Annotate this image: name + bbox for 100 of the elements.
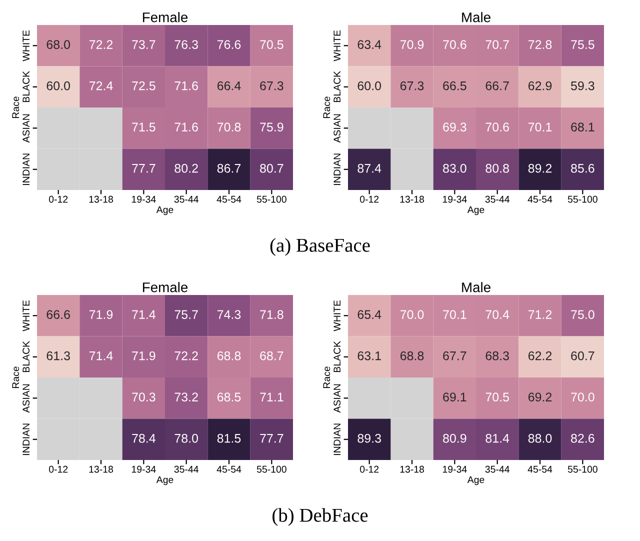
x-tick-label: 45-54 — [216, 196, 242, 203]
data-label: 68.3 — [486, 351, 509, 360]
y-axis-title: Race — [12, 96, 20, 118]
x-tick-label: 55-100 — [256, 466, 286, 473]
data-label: 60.0 — [46, 81, 70, 90]
x-tick-label: 19-34 — [132, 196, 156, 203]
data-label: 70.6 — [486, 122, 509, 132]
data-label: 68.1 — [571, 122, 594, 132]
data-label: 63.1 — [358, 351, 381, 360]
x-tick-label: 55-100 — [568, 196, 598, 203]
y-tick-label: INDIAN — [22, 154, 30, 185]
x-tick-label: 13-18 — [400, 196, 424, 203]
data-label: 70.5 — [486, 392, 509, 402]
data-label: 68.8 — [217, 351, 241, 360]
data-label: 76.3 — [174, 40, 198, 49]
data-label: 73.2 — [174, 392, 198, 402]
data-label: 65.4 — [358, 310, 382, 319]
x-axis-title: Age — [467, 476, 484, 486]
data-label: 80.2 — [174, 164, 198, 173]
data-label: 85.6 — [571, 164, 594, 173]
data-label: 68.7 — [260, 351, 284, 360]
data-label: 75.9 — [260, 122, 284, 132]
data-label: 78.4 — [132, 434, 156, 443]
data-label: 66.7 — [486, 81, 509, 90]
x-tick-label: 35-44 — [485, 196, 510, 203]
data-label: 71.4 — [132, 310, 156, 319]
data-label: 70.7 — [486, 40, 509, 49]
x-tick-label: 13-18 — [89, 466, 114, 473]
data-label: 71.1 — [260, 392, 284, 402]
data-label: 71.4 — [89, 352, 113, 360]
x-tick-label: 19-34 — [442, 466, 467, 473]
data-label: 72.5 — [132, 81, 156, 90]
y-tick-label: INDIAN — [334, 154, 340, 185]
data-label: 70.8 — [217, 122, 241, 132]
data-label: 76.6 — [217, 40, 241, 49]
data-label: 69.3 — [443, 122, 466, 132]
x-tick-label: 55-100 — [256, 196, 286, 203]
data-label: 89.2 — [528, 164, 552, 173]
data-label: 70.1 — [443, 310, 466, 319]
data-label: 70.1 — [528, 122, 552, 132]
y-tick-label: ASIAN — [22, 384, 30, 413]
data-label: 75.5 — [571, 40, 594, 49]
x-tick-label: 35-44 — [485, 466, 510, 473]
data-label: 72.8 — [528, 40, 552, 49]
data-label: 83.0 — [443, 164, 466, 173]
chart-title: Female — [142, 12, 188, 22]
y-tick-label: WHITE — [22, 30, 30, 62]
x-axis-title: Age — [467, 206, 484, 216]
y-tick-label: BLACK — [22, 71, 30, 102]
x-tick-label: 13-18 — [400, 466, 424, 473]
data-label: 81.4 — [486, 434, 510, 443]
x-tick-label: 35-44 — [174, 466, 198, 473]
data-label: 68.8 — [400, 351, 424, 360]
data-label: 63.4 — [358, 40, 382, 49]
y-tick-label: WHITE — [334, 30, 340, 62]
data-label: 89.3 — [358, 434, 381, 443]
data-label: 59.3 — [571, 81, 594, 90]
x-tick-label: 13-18 — [89, 196, 114, 203]
data-label: 70.6 — [443, 40, 466, 49]
data-label: 80.7 — [260, 164, 284, 173]
y-tick-label: INDIAN — [22, 424, 30, 455]
data-label: 71.2 — [528, 310, 552, 319]
data-label: 68.5 — [217, 392, 241, 402]
data-label: 88.0 — [528, 434, 552, 443]
x-tick-label: 19-34 — [132, 466, 156, 473]
y-tick-label: WHITE — [334, 300, 340, 332]
y-tick-label: BLACK — [334, 341, 341, 372]
chart-title: Male — [462, 282, 490, 292]
data-label: 70.0 — [400, 310, 424, 319]
data-label: 70.9 — [400, 40, 424, 49]
y-tick-label: INDIAN — [334, 424, 340, 455]
x-tick-label: 45-54 — [528, 466, 552, 473]
text: (b) DebFace — [272, 508, 368, 526]
x-tick-label: 45-54 — [216, 466, 242, 473]
x-axis-title: Age — [156, 206, 174, 216]
data-label: 71.6 — [174, 122, 198, 132]
data-label: 75.0 — [571, 310, 594, 319]
x-axis-title: Age — [156, 476, 174, 486]
data-label: 71.5 — [132, 122, 156, 132]
data-label: 72.2 — [89, 40, 113, 49]
data-label: 74.3 — [217, 310, 241, 319]
data-label: 73.7 — [132, 40, 156, 49]
data-label: 75.7 — [174, 310, 198, 319]
data-label: 67.3 — [260, 81, 284, 90]
data-label: 77.7 — [260, 434, 284, 443]
data-label: 80.8 — [486, 164, 509, 173]
data-label: 68.0 — [46, 40, 70, 49]
text: (a) BaseFace — [270, 238, 370, 256]
data-label: 87.4 — [358, 164, 382, 173]
data-label: 71.9 — [89, 310, 113, 319]
chart-title: Female — [142, 282, 188, 292]
y-tick-label: BLACK — [22, 341, 30, 372]
data-label: 77.7 — [132, 164, 156, 173]
y-axis-title: Race — [323, 366, 330, 388]
y-axis-title: Race — [12, 366, 20, 388]
y-tick-label: ASIAN — [22, 114, 30, 143]
data-label: 69.1 — [443, 392, 466, 402]
data-label: 60.0 — [358, 81, 382, 90]
data-label: 61.3 — [46, 351, 70, 360]
data-label: 80.9 — [443, 434, 466, 443]
